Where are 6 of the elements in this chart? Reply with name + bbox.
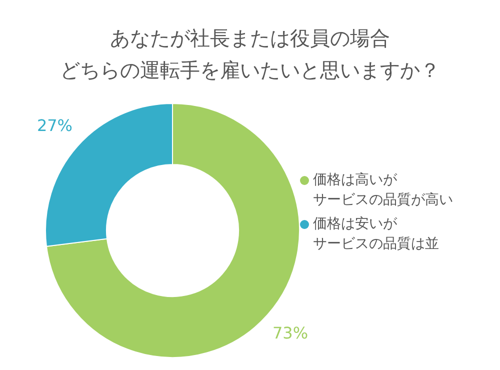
chart-subtitle: どちらの運転手を雇いたいと思いますか？ [59,57,441,84]
legend-label: 価格は高いがサービスの品質が高い [313,171,454,210]
data-label: 73% [272,323,308,342]
data-label: 27% [36,116,73,135]
legend-label: 価格は安いがサービスの品質は並 [313,215,440,254]
chart-title: あなたが社長または役員の場合 [109,25,391,52]
